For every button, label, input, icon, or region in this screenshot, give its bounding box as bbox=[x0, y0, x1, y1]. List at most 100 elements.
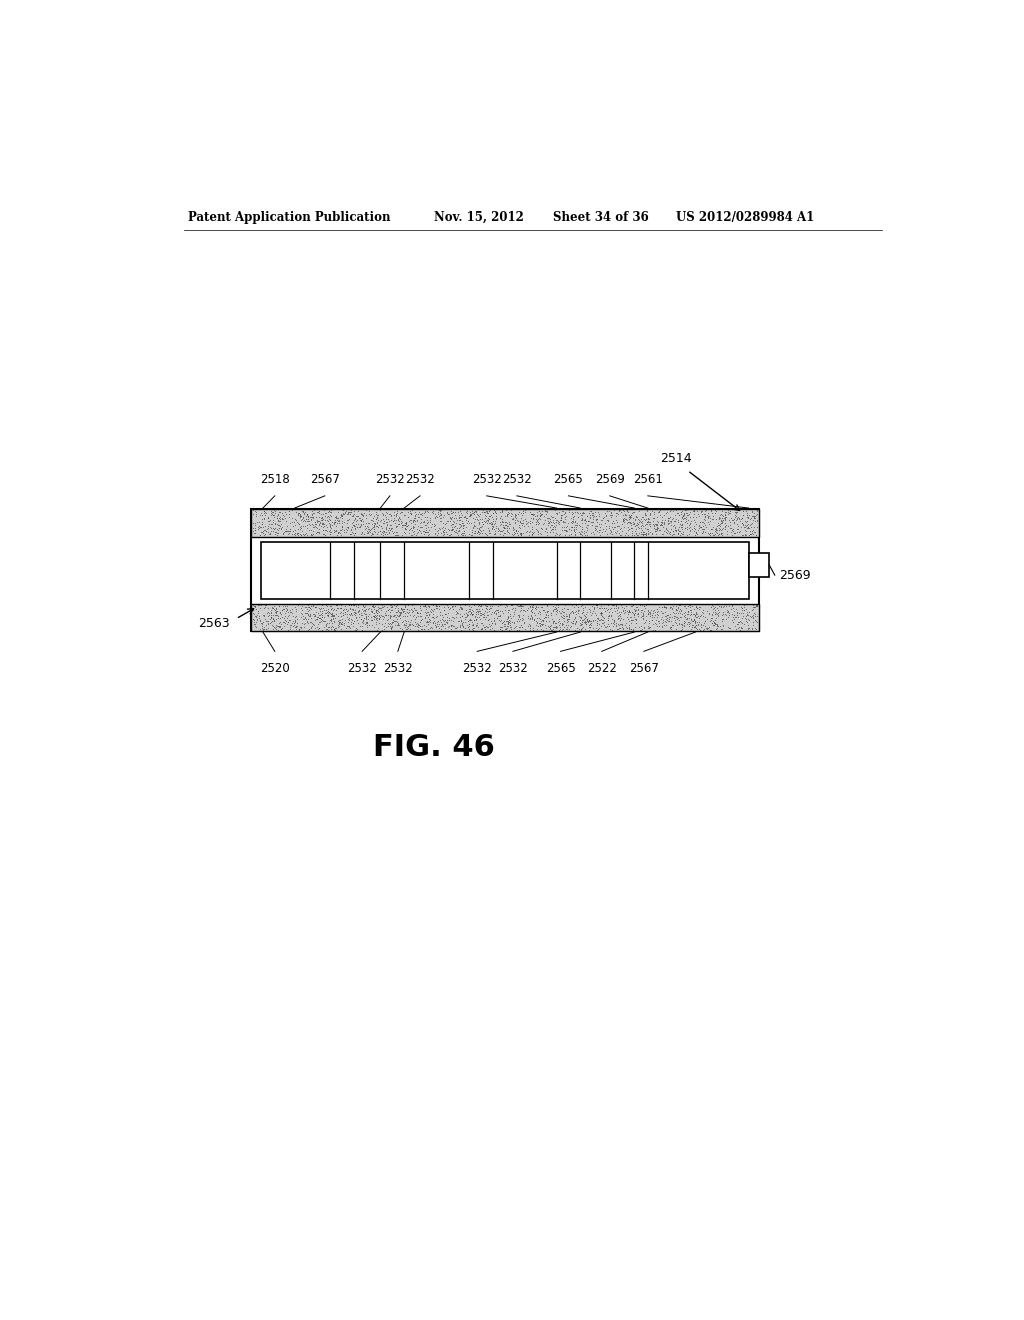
Point bbox=[703, 597, 720, 618]
Point bbox=[622, 606, 638, 627]
Point bbox=[554, 516, 570, 537]
Point bbox=[525, 609, 542, 630]
Point bbox=[638, 523, 654, 544]
Point bbox=[544, 519, 560, 540]
Point bbox=[346, 523, 362, 544]
Point bbox=[325, 609, 341, 630]
Point bbox=[412, 615, 428, 636]
Point bbox=[353, 502, 370, 523]
Point bbox=[250, 601, 266, 622]
Point bbox=[445, 516, 462, 537]
Point bbox=[524, 507, 541, 528]
Point bbox=[701, 510, 718, 531]
Point bbox=[599, 500, 615, 521]
Point bbox=[515, 500, 531, 521]
Point bbox=[537, 614, 553, 635]
Point bbox=[481, 506, 498, 527]
Point bbox=[482, 597, 499, 618]
Point bbox=[365, 516, 381, 537]
Point bbox=[478, 502, 495, 523]
Point bbox=[541, 611, 557, 632]
Point bbox=[749, 510, 765, 531]
Point bbox=[628, 612, 644, 634]
Point bbox=[493, 506, 509, 527]
Point bbox=[377, 605, 393, 626]
Point bbox=[429, 503, 445, 524]
Point bbox=[524, 504, 541, 525]
Point bbox=[378, 517, 394, 539]
Point bbox=[312, 607, 329, 628]
Point bbox=[395, 614, 412, 635]
Point bbox=[480, 508, 497, 529]
Point bbox=[471, 513, 487, 535]
Point bbox=[591, 618, 607, 639]
Point bbox=[537, 606, 553, 627]
Point bbox=[572, 612, 589, 634]
Point bbox=[381, 523, 397, 544]
Point bbox=[317, 510, 334, 531]
Point bbox=[712, 513, 728, 535]
Point bbox=[256, 618, 272, 639]
Point bbox=[676, 612, 692, 634]
Point bbox=[369, 507, 385, 528]
Point bbox=[739, 511, 756, 532]
Point bbox=[512, 525, 528, 546]
Point bbox=[690, 598, 707, 619]
Point bbox=[455, 512, 471, 533]
Point bbox=[397, 512, 414, 533]
Point bbox=[256, 500, 272, 521]
Point bbox=[505, 606, 521, 627]
Point bbox=[686, 503, 702, 524]
Point bbox=[524, 511, 541, 532]
Point bbox=[736, 614, 753, 635]
Point bbox=[688, 603, 705, 624]
Point bbox=[673, 619, 689, 640]
Point bbox=[386, 521, 402, 543]
Point bbox=[260, 606, 276, 627]
Point bbox=[343, 594, 359, 615]
Point bbox=[665, 524, 681, 545]
Point bbox=[715, 597, 731, 618]
Point bbox=[633, 515, 649, 536]
Point bbox=[508, 504, 524, 525]
Point bbox=[335, 605, 351, 626]
Point bbox=[253, 612, 269, 634]
Point bbox=[591, 519, 607, 540]
Point bbox=[270, 515, 287, 536]
Point bbox=[455, 524, 471, 545]
Point bbox=[487, 516, 504, 537]
Point bbox=[670, 511, 686, 532]
Point bbox=[248, 506, 264, 527]
Point bbox=[257, 515, 273, 536]
Point bbox=[530, 612, 547, 634]
Point bbox=[682, 511, 698, 532]
Point bbox=[573, 618, 590, 639]
Point bbox=[620, 603, 636, 624]
Point bbox=[673, 614, 689, 635]
Point bbox=[507, 504, 523, 525]
Point bbox=[524, 523, 541, 544]
Point bbox=[272, 615, 289, 636]
Point bbox=[513, 595, 529, 616]
Point bbox=[431, 511, 447, 532]
Point bbox=[741, 515, 758, 536]
Point bbox=[257, 609, 273, 630]
Point bbox=[701, 508, 718, 529]
Point bbox=[312, 508, 329, 529]
Point bbox=[674, 618, 690, 639]
Point bbox=[401, 502, 418, 523]
Point bbox=[578, 521, 594, 543]
Point bbox=[330, 616, 346, 638]
Point bbox=[696, 615, 713, 636]
Point bbox=[411, 614, 427, 635]
Point bbox=[434, 512, 451, 533]
Point bbox=[457, 524, 473, 545]
Point bbox=[247, 523, 263, 544]
Point bbox=[282, 605, 298, 626]
Point bbox=[512, 517, 528, 539]
Point bbox=[545, 512, 561, 533]
Point bbox=[295, 609, 311, 630]
Point bbox=[416, 503, 432, 524]
Point bbox=[284, 612, 300, 634]
Point bbox=[292, 519, 308, 540]
